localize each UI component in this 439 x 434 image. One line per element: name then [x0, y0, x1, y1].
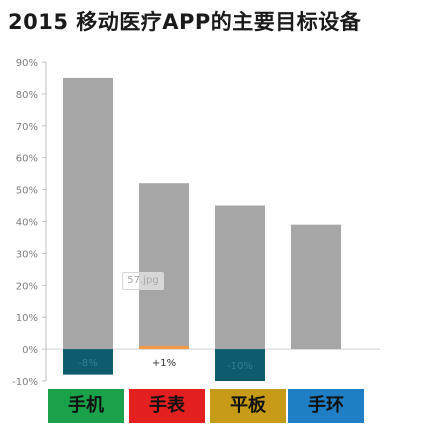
y-tick-label: 40% — [16, 218, 38, 229]
legend-label: 手环 — [308, 395, 344, 416]
change-bar-2 — [215, 349, 265, 381]
y-tick-label: 10% — [16, 313, 38, 324]
legend-label: 平板 — [230, 395, 266, 416]
y-tick-label: 70% — [16, 122, 38, 133]
data-label-1: +1% — [152, 358, 176, 369]
bar-3 — [291, 224, 341, 350]
change-bar-1 — [139, 345, 189, 350]
image-watermark: 57.jpg — [122, 272, 164, 290]
y-tick-label: 60% — [16, 154, 38, 165]
y-tick-label: 30% — [16, 249, 38, 260]
y-tick-label: -10% — [12, 377, 38, 388]
chart-title: 2015 移动医疗APP的主要目标设备 — [8, 10, 362, 34]
bar-1 — [139, 183, 189, 350]
y-tick-label: 50% — [16, 186, 38, 197]
legend-label: 手表 — [149, 395, 185, 416]
legend-item-tablet: 平板 — [210, 389, 286, 423]
bar-2 — [215, 205, 265, 350]
y-tick-label: 80% — [16, 90, 38, 101]
data-label-2: -10% — [227, 361, 253, 372]
y-tick-label: 90% — [16, 58, 38, 69]
data-label-0: -8% — [78, 358, 97, 369]
y-tick-label: 0% — [22, 345, 38, 356]
legend-item-phone: 手机 — [48, 389, 124, 423]
legend-item-band: 手环 — [288, 389, 364, 423]
bar-0 — [63, 77, 113, 350]
legend-label: 手机 — [68, 395, 104, 416]
y-tick-label: 20% — [16, 281, 38, 292]
change-bar-0 — [63, 349, 113, 375]
legend-item-watch: 手表 — [129, 389, 205, 423]
